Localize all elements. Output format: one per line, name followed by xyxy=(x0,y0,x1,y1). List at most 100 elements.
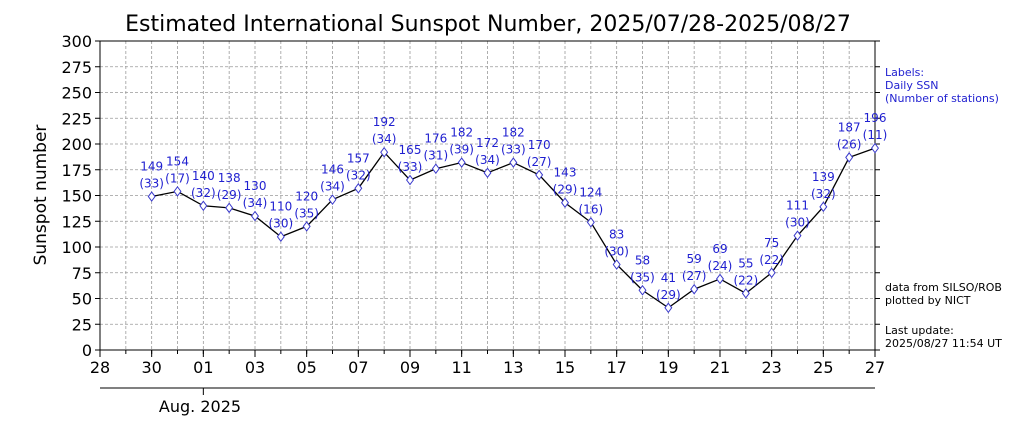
ssn-value-label: 149 xyxy=(140,160,163,174)
ssn-value-label: 143 xyxy=(554,166,577,180)
station-count-label: (32) xyxy=(811,187,836,201)
y-tick-label: 275 xyxy=(61,58,92,77)
station-count-label: (33) xyxy=(139,177,164,191)
x-tick-label: 21 xyxy=(710,358,730,377)
ssn-marker xyxy=(457,157,466,168)
y-tick-label: 150 xyxy=(61,187,92,206)
legend-line-2: Daily SSN xyxy=(885,79,939,92)
x-tick-label: 27 xyxy=(865,358,885,377)
ssn-value-label: 138 xyxy=(218,171,241,185)
ssn-value-label: 187 xyxy=(838,120,861,134)
station-count-label: (22) xyxy=(734,273,759,287)
station-count-label: (24) xyxy=(708,259,733,273)
ssn-marker xyxy=(586,216,595,228)
ssn-value-label: 146 xyxy=(321,163,344,177)
station-count-label: (32) xyxy=(191,186,216,200)
x-tick-label: 15 xyxy=(555,358,575,377)
grid-lines xyxy=(100,40,875,351)
station-count-label: (26) xyxy=(837,137,862,151)
y-tick-label: 75 xyxy=(72,264,92,283)
station-count-label: (34) xyxy=(475,153,500,167)
station-count-label: (30) xyxy=(785,216,810,230)
ssn-marker xyxy=(535,169,544,181)
x-tick-label: 07 xyxy=(348,358,368,377)
station-count-label: (17) xyxy=(165,171,190,185)
ssn-value-label: 192 xyxy=(373,115,396,129)
ssn-value-label: 58 xyxy=(635,253,650,267)
axes xyxy=(95,40,880,395)
y-tick-label: 175 xyxy=(61,161,92,180)
y-tick-label: 200 xyxy=(61,135,92,154)
station-count-label: (34) xyxy=(372,132,397,146)
ssn-marker xyxy=(819,201,828,213)
x-tick-label: 28 xyxy=(90,358,110,377)
x-tick-label: 09 xyxy=(400,358,420,377)
ssn-marker xyxy=(561,197,569,209)
station-count-label: (33) xyxy=(398,160,423,174)
ssn-value-label: 69 xyxy=(712,242,727,256)
month-label: Aug. 2025 xyxy=(159,397,241,416)
x-tick-label: 11 xyxy=(451,358,471,377)
ssn-marker xyxy=(431,163,440,175)
y-tick-label: 50 xyxy=(72,290,92,309)
station-count-label: (30) xyxy=(269,217,294,231)
ssn-value-label: 157 xyxy=(347,151,370,165)
ssn-marker xyxy=(276,231,285,243)
ssn-value-label: 182 xyxy=(502,126,525,140)
ssn-marker xyxy=(406,174,414,186)
y-tick-label: 125 xyxy=(61,212,92,231)
ssn-value-label: 130 xyxy=(244,179,267,193)
ssn-marker xyxy=(302,221,311,232)
plotted-by-text: plotted by NICT xyxy=(885,294,971,307)
x-tick-label: 25 xyxy=(813,358,833,377)
ssn-value-label: 182 xyxy=(450,126,473,140)
last-update-label: Last update: xyxy=(885,324,954,337)
last-update-time: 2025/08/27 11:54 UT xyxy=(885,337,1002,350)
plot-frame xyxy=(99,40,876,351)
station-count-label: (32) xyxy=(346,168,371,182)
ssn-value-label: 111 xyxy=(786,199,809,213)
x-tick-label: 13 xyxy=(503,358,523,377)
station-count-label: (34) xyxy=(243,196,268,210)
ssn-value-label: 83 xyxy=(609,228,624,242)
station-count-label: (30) xyxy=(604,245,629,259)
x-tick-label: 03 xyxy=(245,358,265,377)
ssn-marker xyxy=(690,283,699,295)
ssn-value-label: 55 xyxy=(738,256,753,270)
station-count-label: (27) xyxy=(527,155,552,169)
ssn-value-label: 59 xyxy=(687,252,702,266)
station-count-label: (35) xyxy=(294,206,319,220)
x-tick-label: 30 xyxy=(141,358,161,377)
y-axis-label: Sunspot number xyxy=(31,125,51,266)
y-tick-label: 225 xyxy=(61,109,92,128)
ssn-marker xyxy=(664,302,673,314)
last-update-note: Last update: 2025/08/27 11:54 UT xyxy=(885,324,1002,350)
data-series: 149(33)154(17) 140(32)138(29)130(34) 110(3… xyxy=(139,111,887,314)
ssn-value-label: 140 xyxy=(192,169,215,183)
ssn-marker xyxy=(199,200,208,212)
ssn-marker xyxy=(225,202,234,214)
ssn-marker xyxy=(354,182,363,194)
station-count-label: (16) xyxy=(579,202,604,216)
station-count-label: (27) xyxy=(682,269,707,283)
ssn-value-label: 120 xyxy=(295,189,318,203)
y-tick-label: 300 xyxy=(61,32,92,51)
x-tick-label: 01 xyxy=(193,358,213,377)
x-tick-label: 19 xyxy=(658,358,678,377)
ssn-marker xyxy=(716,273,724,285)
ssn-value-label: 172 xyxy=(476,136,499,150)
y-tick-label: 100 xyxy=(61,238,92,257)
ssn-value-label: 170 xyxy=(528,138,551,152)
x-tick-label: 23 xyxy=(761,358,781,377)
station-count-label: (34) xyxy=(320,180,345,194)
ssn-value-label: 139 xyxy=(812,170,835,184)
legend-line-3: (Number of stations) xyxy=(885,92,999,105)
station-count-label: (29) xyxy=(656,288,681,302)
ssn-marker xyxy=(483,167,492,179)
ssn-marker xyxy=(380,146,389,158)
ssn-value-label: 110 xyxy=(269,200,292,214)
station-count-label: (33) xyxy=(501,143,526,157)
ssn-value-label: 124 xyxy=(579,185,602,199)
y-tick-label: 250 xyxy=(61,84,92,103)
